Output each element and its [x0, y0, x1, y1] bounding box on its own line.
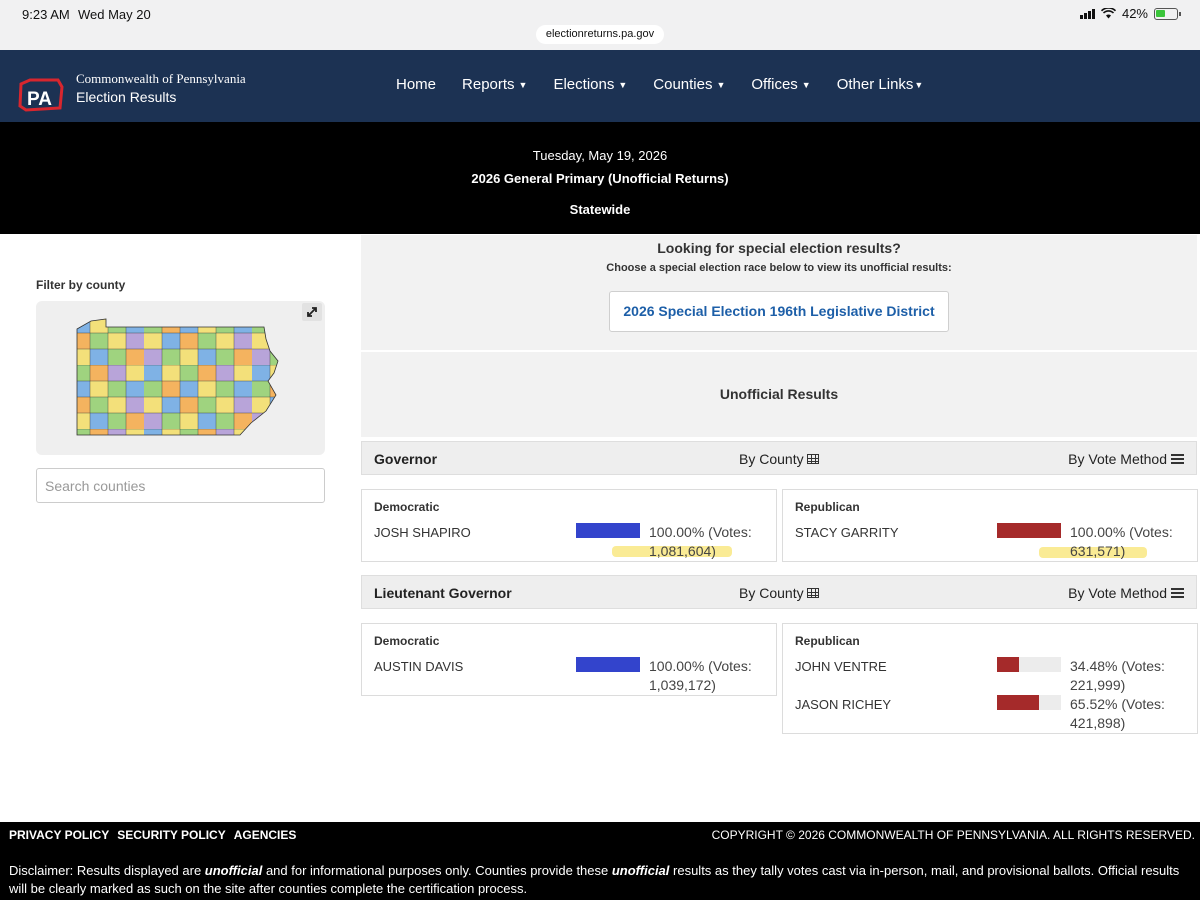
vote-count: 421,898): [1070, 715, 1126, 731]
county-map[interactable]: [36, 301, 325, 455]
main-menu: Home Reports ▼ Elections ▼ Counties ▼ Offic…: [396, 76, 923, 93]
vote-percent: 100.00% (Votes: 1,039,172): [649, 658, 752, 693]
copyright: COPYRIGHT © 2026 COMMONWEALTH OF PENNSYL…: [711, 828, 1195, 842]
date: Wed May 20: [78, 7, 151, 22]
by-vote-method-link[interactable]: By Vote Method: [1068, 451, 1184, 467]
vote-percent: 34.48% (Votes: 221,999): [1070, 658, 1165, 693]
highlight-mark: [1039, 547, 1147, 558]
candidate-name: AUSTIN DAVIS: [374, 659, 464, 674]
footer-links: PRIVACY POLICY SECURITY POLICY AGENCIES: [9, 828, 296, 842]
nav-elections[interactable]: Elections ▼: [553, 76, 628, 93]
caret-down-icon: ▼: [518, 80, 528, 91]
highlight-mark: [612, 546, 732, 557]
by-county-link[interactable]: By County: [739, 585, 819, 601]
race-header-lieutenant-governor: Lieutenant Governor By County By Vote Me…: [361, 575, 1197, 609]
special-election-panel: Looking for special election results? Ch…: [361, 235, 1197, 350]
election-name: 2026 General Primary (Unofficial Returns…: [471, 171, 729, 186]
url-bar[interactable]: electionreturns.pa.gov: [536, 25, 664, 44]
race-name: Lieutenant Governor: [374, 585, 512, 601]
vote-share-bar: [576, 657, 640, 672]
special-election-title: Looking for special election results?: [657, 240, 901, 256]
party-label: Republican: [795, 500, 860, 514]
candidate-name: JOHN VENTRE: [795, 659, 887, 674]
pa-logo-icon[interactable]: PA: [18, 78, 64, 112]
special-election-subtitle: Choose a special election race below to …: [606, 262, 952, 274]
by-county-link[interactable]: By County: [739, 451, 819, 467]
footer: PRIVACY POLICY SECURITY POLICY AGENCIES …: [0, 822, 1200, 900]
battery-percent: 42%: [1121, 6, 1148, 21]
candidate-name: JASON RICHEY: [795, 697, 892, 712]
vote-share-bar: [997, 657, 1061, 672]
cellular-signal-icon: [1079, 8, 1095, 19]
election-scope: Statewide: [569, 202, 631, 217]
vote-share-bar: [997, 523, 1061, 538]
list-icon: [1171, 454, 1184, 464]
caret-down-icon: ▼: [716, 80, 726, 91]
table-icon: [806, 588, 819, 598]
list-icon: [1171, 588, 1184, 598]
privacy-policy-link[interactable]: PRIVACY POLICY: [9, 828, 110, 842]
security-policy-link[interactable]: SECURITY POLICY: [117, 828, 226, 842]
wifi-icon: [1100, 8, 1116, 19]
vote-share-fill: [576, 523, 640, 538]
filter-by-county-label: Filter by county: [36, 278, 126, 292]
nav-counties[interactable]: Counties ▼: [653, 76, 726, 93]
agencies-link[interactable]: AGENCIES: [233, 828, 297, 842]
pennsylvania-map-icon[interactable]: [36, 301, 325, 455]
battery-icon: [1154, 7, 1181, 20]
vote-share-fill: [997, 695, 1039, 710]
party-label: Republican: [795, 634, 860, 648]
vote-count: 1,081,604): [649, 543, 716, 559]
election-header: Tuesday, May 19, 2026 2026 General Prima…: [0, 122, 1200, 234]
vote-percent: 100.00% (Votes: 1,081,604): [649, 524, 752, 559]
vote-share-fill: [576, 657, 640, 672]
race-name: Governor: [374, 451, 438, 467]
vote-share-bar: [997, 695, 1061, 710]
party-label: Democratic: [374, 500, 440, 514]
race-header-governor: Governor By County By Vote Method: [361, 441, 1197, 475]
election-date: Tuesday, May 19, 2026: [532, 148, 668, 163]
nav-other-links[interactable]: Other Links▼: [836, 76, 924, 93]
candidate-name: JOSH SHAPIRO: [374, 525, 471, 540]
caret-down-icon: ▼: [914, 80, 924, 91]
brand-subtitle[interactable]: Election Results: [76, 89, 177, 105]
vote-share-fill: [997, 657, 1020, 672]
vote-percent: 100.00% (Votes: 631,571): [1070, 524, 1173, 559]
county-search-input[interactable]: [36, 468, 325, 503]
candidate-name: STACY GARRITY: [795, 525, 899, 540]
clock: 9:23 AM: [22, 7, 70, 22]
party-label: Democratic: [374, 634, 440, 648]
logo-text: PA: [27, 89, 52, 110]
nav-home[interactable]: Home: [396, 76, 437, 93]
vote-count: 221,999): [1070, 677, 1126, 693]
nav-reports[interactable]: Reports ▼: [462, 76, 528, 93]
governor-republican-card: Republican STACY GARRITY 100.00% (Votes:…: [782, 489, 1198, 562]
vote-percent: 65.52% (Votes: 421,898): [1070, 696, 1165, 731]
governor-democratic-card: Democratic JOSH SHAPIRO 100.00% (Votes: 1…: [361, 489, 777, 562]
brand-title[interactable]: Commonwealth of Pennsylvania: [76, 71, 246, 86]
expand-icon[interactable]: [302, 303, 322, 321]
caret-down-icon: ▼: [618, 80, 628, 91]
ios-status-bar: 9:23 AM Wed May 20 42% electionreturns.p…: [0, 0, 1200, 50]
disclaimer: Disclaimer: Results displayed are unoffi…: [9, 863, 1180, 896]
status-icons: 42%: [1079, 6, 1181, 21]
vote-share-bar: [576, 523, 640, 538]
vote-count: 631,571): [1070, 543, 1126, 559]
vote-count: 1,039,172): [649, 677, 716, 693]
by-vote-method-link[interactable]: By Vote Method: [1068, 585, 1184, 601]
caret-down-icon: ▼: [801, 80, 811, 91]
special-election-button[interactable]: 2026 Special Election 196th Legislative …: [609, 291, 949, 332]
ltgov-democratic-card: Democratic AUSTIN DAVIS 100.00% (Votes: 1…: [361, 623, 777, 696]
top-navbar: PA Commonwealth of Pennsylvania Election…: [0, 50, 1200, 122]
unofficial-results-title: Unofficial Results: [361, 352, 1197, 437]
nav-offices[interactable]: Offices ▼: [751, 76, 811, 93]
vote-share-fill: [997, 523, 1061, 538]
table-icon: [806, 454, 819, 464]
ltgov-republican-card: Republican JOHN VENTRE 34.48% (Votes: 221…: [782, 623, 1198, 734]
